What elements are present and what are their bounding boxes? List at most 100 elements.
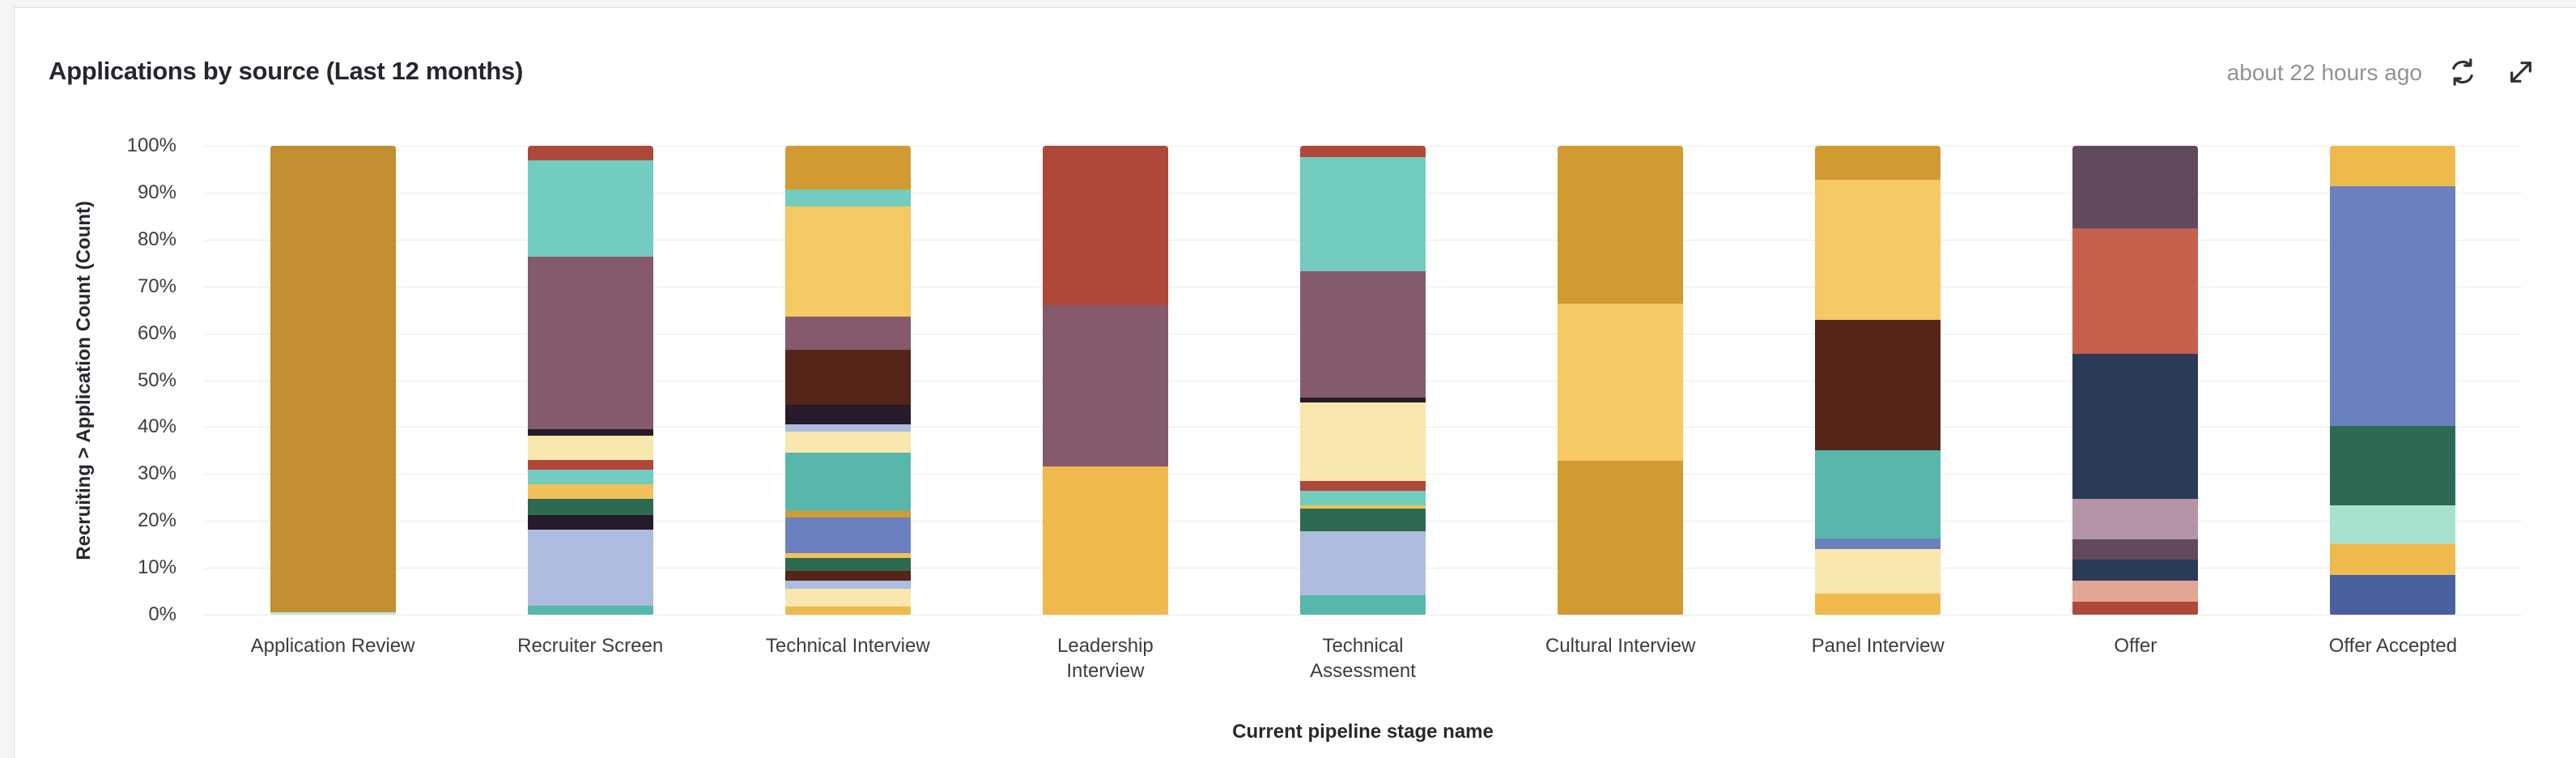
bar-segment[interactable] bbox=[527, 530, 653, 607]
stacked-bar-technical-interview bbox=[784, 146, 911, 615]
bar-segment[interactable] bbox=[1299, 531, 1426, 595]
bar-slot bbox=[1492, 146, 1749, 615]
bar-segment[interactable] bbox=[784, 571, 911, 581]
bar-segment[interactable] bbox=[1558, 461, 1684, 615]
x-tick-label: Application Review bbox=[250, 635, 415, 657]
bar-segment[interactable] bbox=[784, 517, 911, 554]
bar-segment[interactable] bbox=[1042, 146, 1168, 305]
bar-segment[interactable] bbox=[270, 146, 396, 612]
bar-segment[interactable] bbox=[1558, 146, 1684, 304]
stacked-bar-recruiter-screen bbox=[527, 146, 653, 615]
refresh-icon bbox=[2446, 56, 2479, 91]
bar-segment[interactable] bbox=[1299, 594, 1426, 615]
x-axis-title: Current pipeline stage name bbox=[1232, 721, 1494, 743]
bar-segment[interactable] bbox=[2072, 559, 2199, 581]
bar-segment[interactable] bbox=[1299, 398, 1426, 403]
bar-segment[interactable] bbox=[2330, 425, 2456, 506]
bar-segment[interactable] bbox=[2072, 539, 2199, 560]
bar-segment[interactable] bbox=[2330, 186, 2456, 426]
stacked-bar-offer-accepted bbox=[2330, 146, 2456, 615]
bar-segment[interactable] bbox=[2330, 575, 2456, 615]
bar-segment[interactable] bbox=[784, 452, 911, 511]
bar-segment[interactable] bbox=[784, 317, 911, 350]
bar-segment[interactable] bbox=[1815, 146, 1941, 181]
bar-slot bbox=[204, 146, 461, 615]
bar-segment[interactable] bbox=[1815, 549, 1941, 594]
bar-slot bbox=[719, 146, 976, 615]
bar-segment[interactable] bbox=[1299, 270, 1426, 398]
bar-segment[interactable] bbox=[527, 146, 653, 160]
bar-segment[interactable] bbox=[784, 589, 911, 607]
bar-segment[interactable] bbox=[784, 581, 911, 590]
bar-segment[interactable] bbox=[527, 606, 653, 615]
bar-segment[interactable] bbox=[1299, 402, 1426, 481]
bar-segment[interactable] bbox=[784, 424, 911, 432]
bar-segment[interactable] bbox=[1299, 156, 1426, 271]
bar-segment[interactable] bbox=[270, 611, 396, 615]
bar-segment[interactable] bbox=[1299, 505, 1426, 509]
bar-segment[interactable] bbox=[1815, 593, 1941, 615]
stacked-bar-leadership-interview bbox=[1042, 146, 1168, 615]
bar-segment[interactable] bbox=[784, 557, 911, 572]
bar-segment[interactable] bbox=[527, 498, 653, 516]
bar-segment[interactable] bbox=[784, 349, 911, 406]
bar-segment[interactable] bbox=[784, 431, 911, 453]
bar-segment[interactable] bbox=[2330, 146, 2456, 187]
y-tick-label: 100% bbox=[126, 134, 176, 156]
bar-slot bbox=[2007, 146, 2264, 615]
bar-segment[interactable] bbox=[1299, 146, 1426, 157]
stacked-bar-offer bbox=[2072, 146, 2199, 615]
bar-segment[interactable] bbox=[784, 405, 911, 425]
y-axis-title: Recruiting > Application Count (Count) bbox=[73, 200, 95, 560]
refresh-button[interactable] bbox=[2445, 55, 2480, 91]
y-tick-label: 10% bbox=[137, 556, 176, 579]
bar-segment[interactable] bbox=[784, 607, 911, 615]
bar-segment[interactable] bbox=[1815, 450, 1941, 539]
bar-segment[interactable] bbox=[784, 206, 911, 317]
bar-segment[interactable] bbox=[1558, 303, 1684, 462]
bar-segment[interactable] bbox=[2072, 146, 2199, 229]
bar-segment[interactable] bbox=[527, 483, 653, 499]
bar-segment[interactable] bbox=[2330, 505, 2456, 545]
last-updated-timestamp: about 22 hours ago bbox=[2226, 60, 2422, 85]
bar-segment[interactable] bbox=[527, 160, 653, 257]
bar-segment[interactable] bbox=[784, 553, 911, 558]
x-tick-label: Offer bbox=[2114, 635, 2157, 657]
bar-segment[interactable] bbox=[527, 435, 653, 460]
bar-segment[interactable] bbox=[1815, 538, 1941, 550]
bar-segment[interactable] bbox=[1299, 509, 1426, 532]
y-tick-label: 60% bbox=[137, 322, 176, 344]
card-header-actions: about 22 hours ago bbox=[2227, 55, 2539, 91]
x-tick-label: Technical Assessment bbox=[1310, 635, 1416, 682]
bar-segment[interactable] bbox=[527, 256, 653, 429]
y-tick-label: 70% bbox=[137, 275, 176, 297]
bar-segment[interactable] bbox=[2072, 228, 2199, 355]
bar-segment[interactable] bbox=[1299, 480, 1426, 492]
x-tick-label: Technical Interview bbox=[765, 635, 930, 657]
bar-segment[interactable] bbox=[1299, 491, 1426, 506]
bar-segment[interactable] bbox=[784, 146, 911, 190]
bar-slot bbox=[1749, 146, 2007, 615]
bar-segment[interactable] bbox=[784, 510, 911, 518]
bar-segment[interactable] bbox=[2072, 580, 2199, 602]
bar-segment[interactable] bbox=[527, 459, 653, 471]
bar-segment[interactable] bbox=[527, 515, 653, 530]
bar-segment[interactable] bbox=[2330, 544, 2456, 576]
bar-segment[interactable] bbox=[2072, 498, 2199, 540]
y-tick-label: 20% bbox=[137, 509, 176, 532]
bar-segment[interactable] bbox=[527, 470, 653, 484]
plot-area bbox=[204, 146, 2522, 615]
bar-segment[interactable] bbox=[2072, 354, 2199, 499]
bar-segment[interactable] bbox=[1815, 180, 1941, 321]
bar-slot bbox=[976, 146, 1234, 615]
x-axis-tick-labels: Application Review Recruiter Screen Techni… bbox=[204, 633, 2522, 683]
y-tick-label: 90% bbox=[137, 181, 176, 203]
bar-segment[interactable] bbox=[2072, 601, 2199, 615]
bar-segment[interactable] bbox=[1042, 304, 1168, 467]
bar-segment[interactable] bbox=[527, 428, 653, 436]
bar-segment[interactable] bbox=[784, 190, 911, 207]
expand-button[interactable] bbox=[2503, 55, 2539, 91]
bar-segment[interactable] bbox=[1815, 320, 1941, 451]
bar-segment[interactable] bbox=[1042, 466, 1168, 615]
